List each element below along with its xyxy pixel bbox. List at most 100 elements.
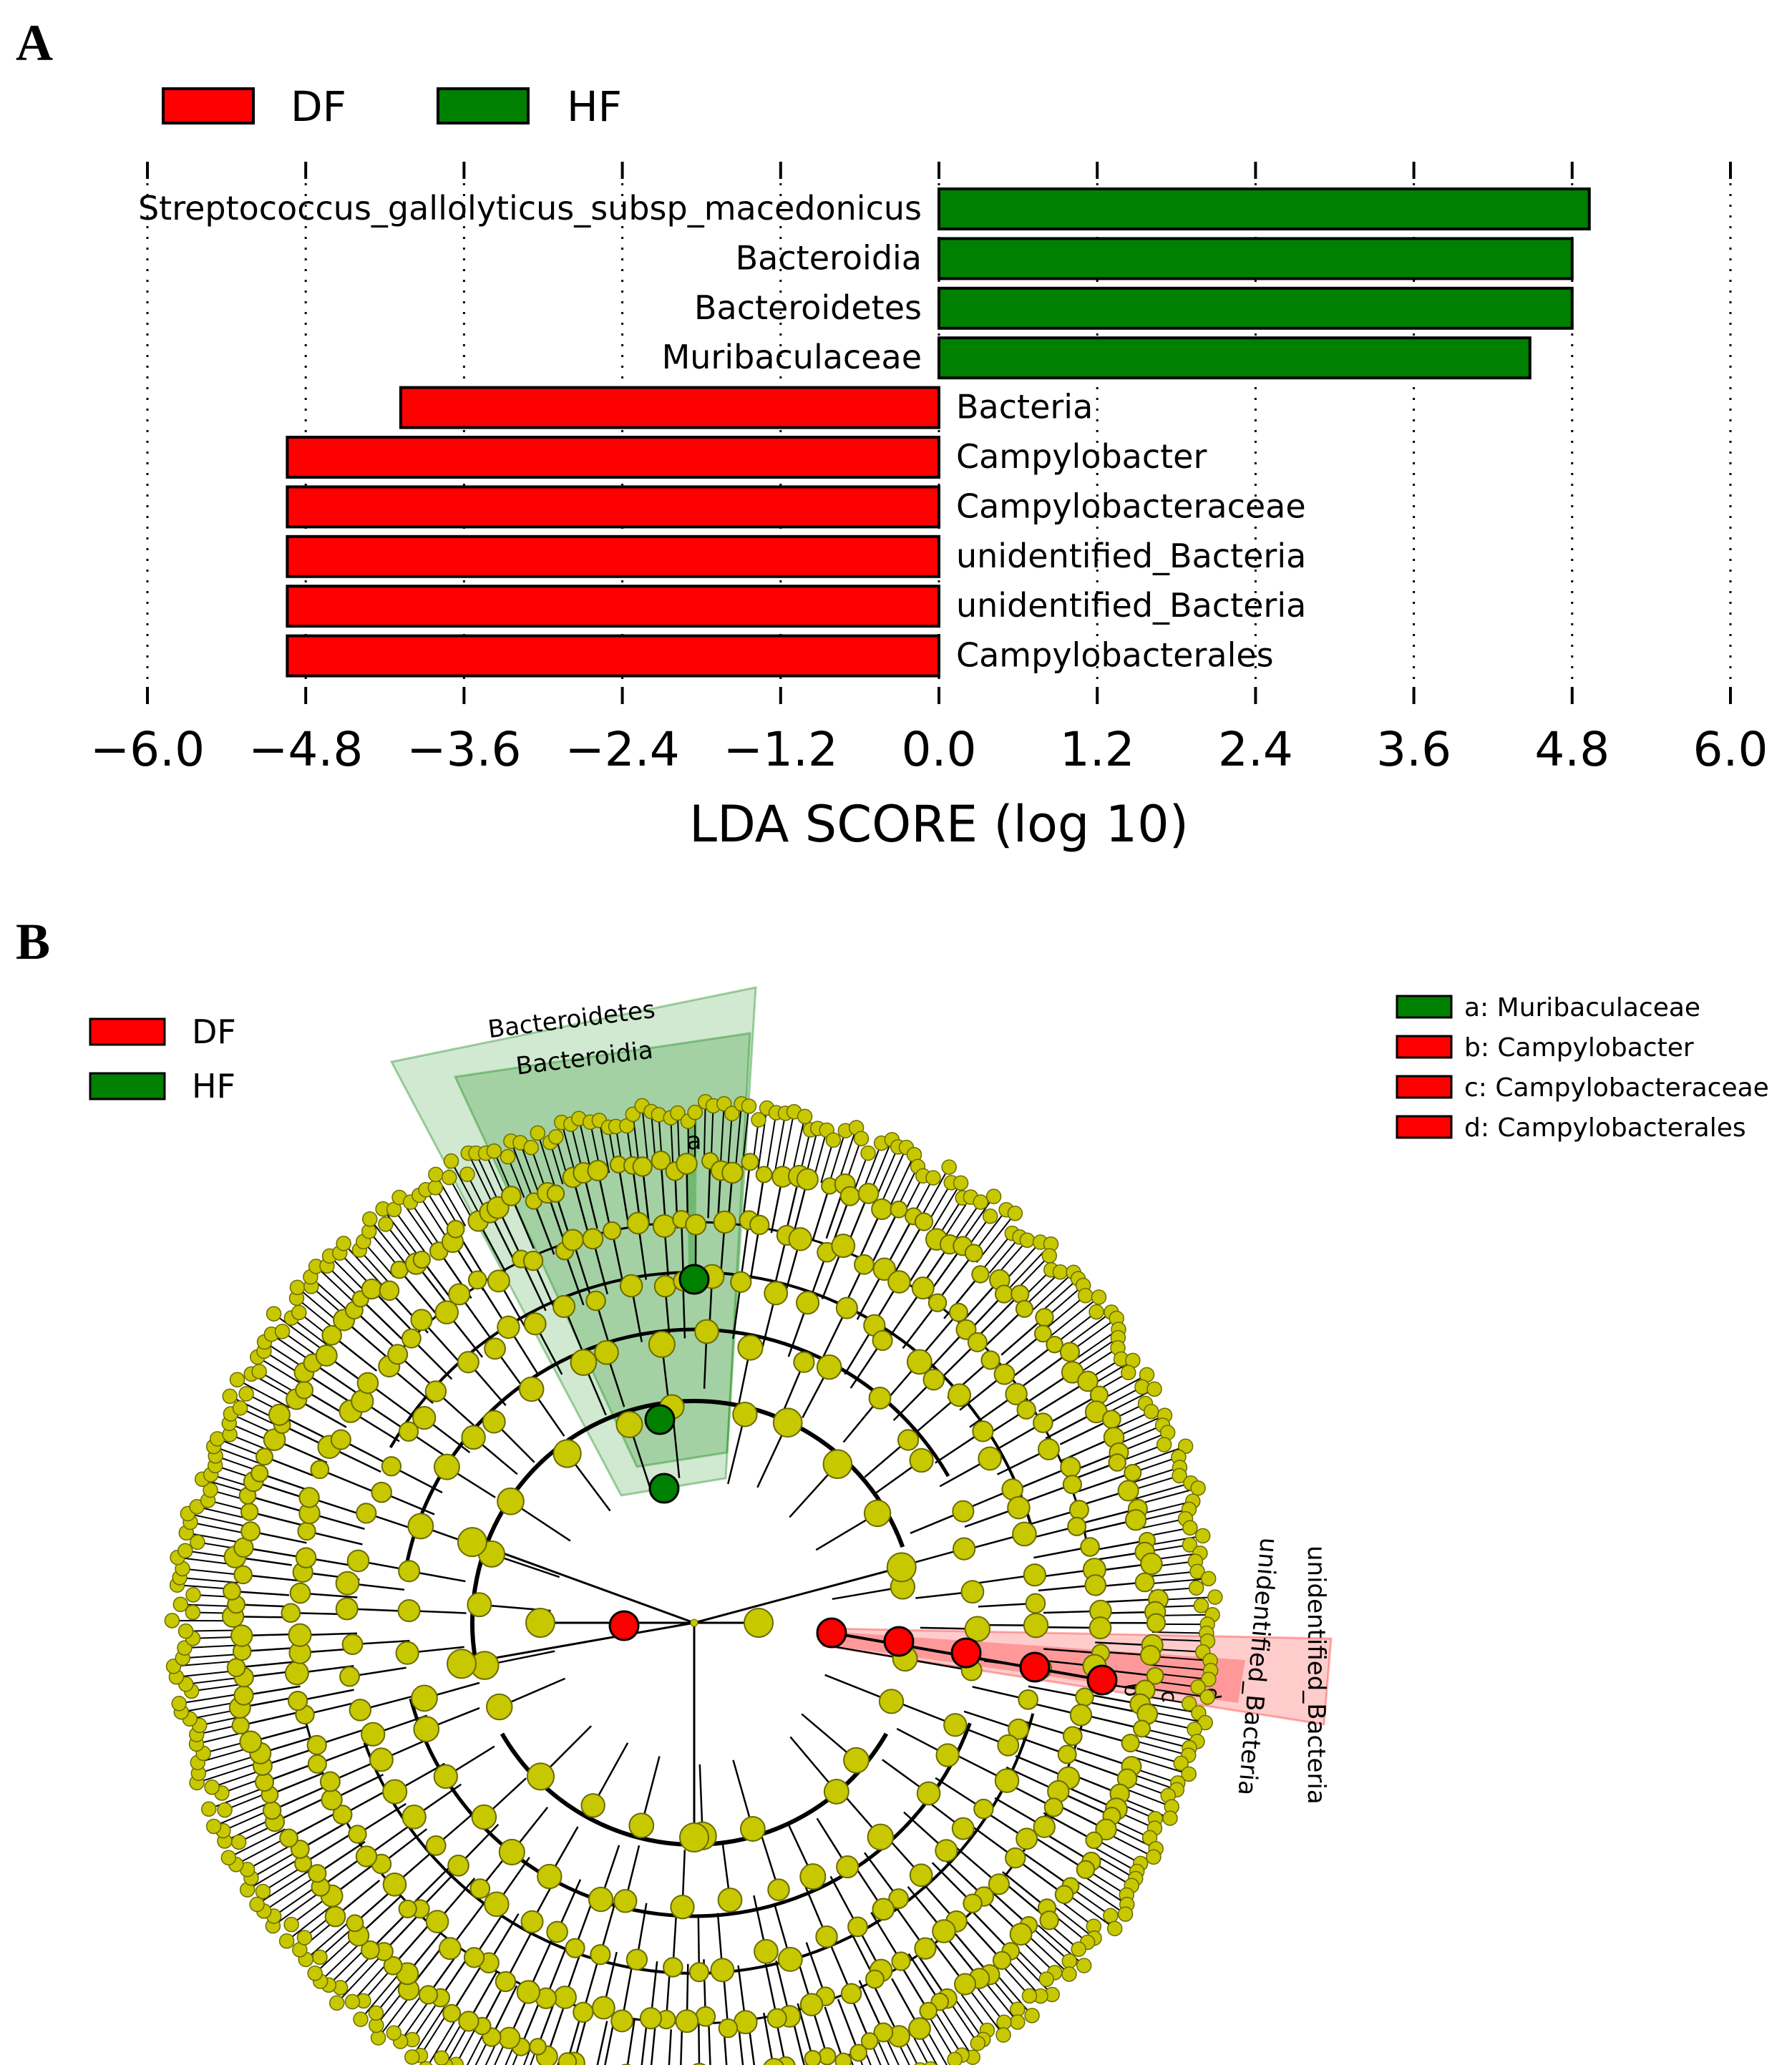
clade-node [799, 1993, 824, 2016]
clade-node [922, 1368, 945, 1391]
clade-node [284, 1661, 309, 1686]
leaf-branch [774, 1113, 787, 1173]
bar [286, 585, 941, 628]
clade-node [867, 1823, 895, 1851]
bar [938, 336, 1532, 380]
legend-df-label: DF [291, 82, 346, 131]
leaf-node [995, 2027, 1011, 2043]
branch [243, 1573, 301, 1582]
clade-node [239, 1730, 263, 1754]
clade-node [911, 1276, 935, 1300]
clade-node [295, 1547, 317, 1568]
clade-node [1075, 1687, 1094, 1707]
branch [938, 1252, 975, 1299]
leaf-node [222, 1388, 238, 1405]
clade-node [298, 1487, 320, 1508]
branch [532, 1201, 555, 1255]
bar-label: Bacteroidia [736, 238, 922, 277]
branch [451, 1964, 483, 2014]
clade-node [793, 1351, 815, 1373]
leaf-branch [930, 1182, 962, 1232]
leaf-node [1076, 1958, 1092, 1973]
panel-b-label: B [16, 913, 50, 970]
clade-node [379, 1280, 400, 1302]
clade-node [346, 1549, 370, 1573]
leaf-branch [1096, 1839, 1141, 1865]
clade-node [585, 1290, 606, 1312]
leaf-branch [336, 1956, 381, 2003]
leaf-node [1019, 1232, 1036, 1249]
clade-node [240, 1521, 260, 1542]
leaf-node [296, 1930, 313, 1946]
leaf-branch [1134, 1482, 1192, 1500]
leaf-branch [974, 1984, 1005, 2023]
leaf-node [1010, 2014, 1026, 2030]
clade-node [588, 1886, 614, 1913]
clade-node [823, 1778, 849, 1805]
clade-node [382, 1779, 408, 1805]
leaf-branch [418, 1194, 447, 1239]
leaf-node [1117, 1906, 1134, 1922]
leaf-node [1103, 1908, 1119, 1924]
clade-node [713, 1210, 736, 1234]
highlight-node-df [816, 1617, 847, 1649]
leaf-branch [343, 1243, 384, 1287]
leaf-branch [530, 2051, 536, 2065]
clade-node [766, 2008, 787, 2029]
clade-node [772, 1407, 803, 1438]
clade-node [839, 1186, 860, 1206]
leaf-branch [286, 1904, 334, 1942]
leaf-node [164, 1613, 180, 1629]
leaf-node [370, 2030, 386, 2046]
panel-a-legend: DF HF [162, 82, 622, 131]
leaf-branch [1064, 1891, 1116, 1930]
leaf-node [427, 1180, 444, 1196]
leaf-node [530, 1125, 546, 1141]
clade-node [972, 1420, 994, 1442]
clade-node [1067, 1516, 1087, 1536]
leaf-node [171, 1696, 187, 1712]
leaf-branch [291, 1317, 330, 1347]
leaf-node [825, 1132, 842, 1148]
clade-node [1005, 1382, 1028, 1406]
clade-node [1025, 1593, 1046, 1614]
leaf-node [217, 1802, 233, 1818]
leaf-node [1146, 1849, 1162, 1865]
clade-node [1005, 1847, 1026, 1869]
clade-node [909, 1448, 934, 1473]
clade-node [908, 2017, 931, 2040]
leaf-branch [1140, 1508, 1189, 1521]
clade-node [964, 1616, 990, 1642]
clade-node [625, 1948, 648, 1971]
legend-hf-label-b: HF [192, 1067, 235, 1105]
clade-node [407, 1513, 434, 1540]
leaf-branch [1145, 1535, 1203, 1547]
clade-node [471, 1804, 497, 1830]
clade-node [971, 1265, 990, 1284]
clade-node [330, 1429, 351, 1450]
clade-node [639, 2007, 663, 2030]
branch [1028, 1685, 1085, 1698]
clade-node [1089, 1616, 1112, 1639]
clade-node [670, 1895, 695, 1920]
leaf-node [670, 1105, 686, 1121]
leaf-node [172, 1596, 189, 1613]
x-tick-label: 4.8 [1534, 722, 1610, 777]
branch [231, 1590, 289, 1596]
branch [1048, 1394, 1100, 1424]
clade-node [688, 1962, 709, 1983]
leaf-node [1121, 1365, 1136, 1381]
clade-node [594, 1339, 619, 1365]
clade-node [1121, 1733, 1140, 1753]
leaf-branch [186, 1532, 243, 1544]
clade-node [321, 1324, 342, 1346]
leaf-branch [641, 1105, 649, 1168]
leaf-node [177, 1543, 193, 1559]
branch [693, 1566, 902, 1624]
clade-node [1037, 1438, 1060, 1460]
bar-label: unidentified_Bacteria [956, 586, 1306, 625]
clade-node [1054, 1885, 1074, 1905]
clade-node [835, 1297, 858, 1319]
leaf-node [185, 1604, 201, 1621]
clade-node [822, 1449, 853, 1480]
